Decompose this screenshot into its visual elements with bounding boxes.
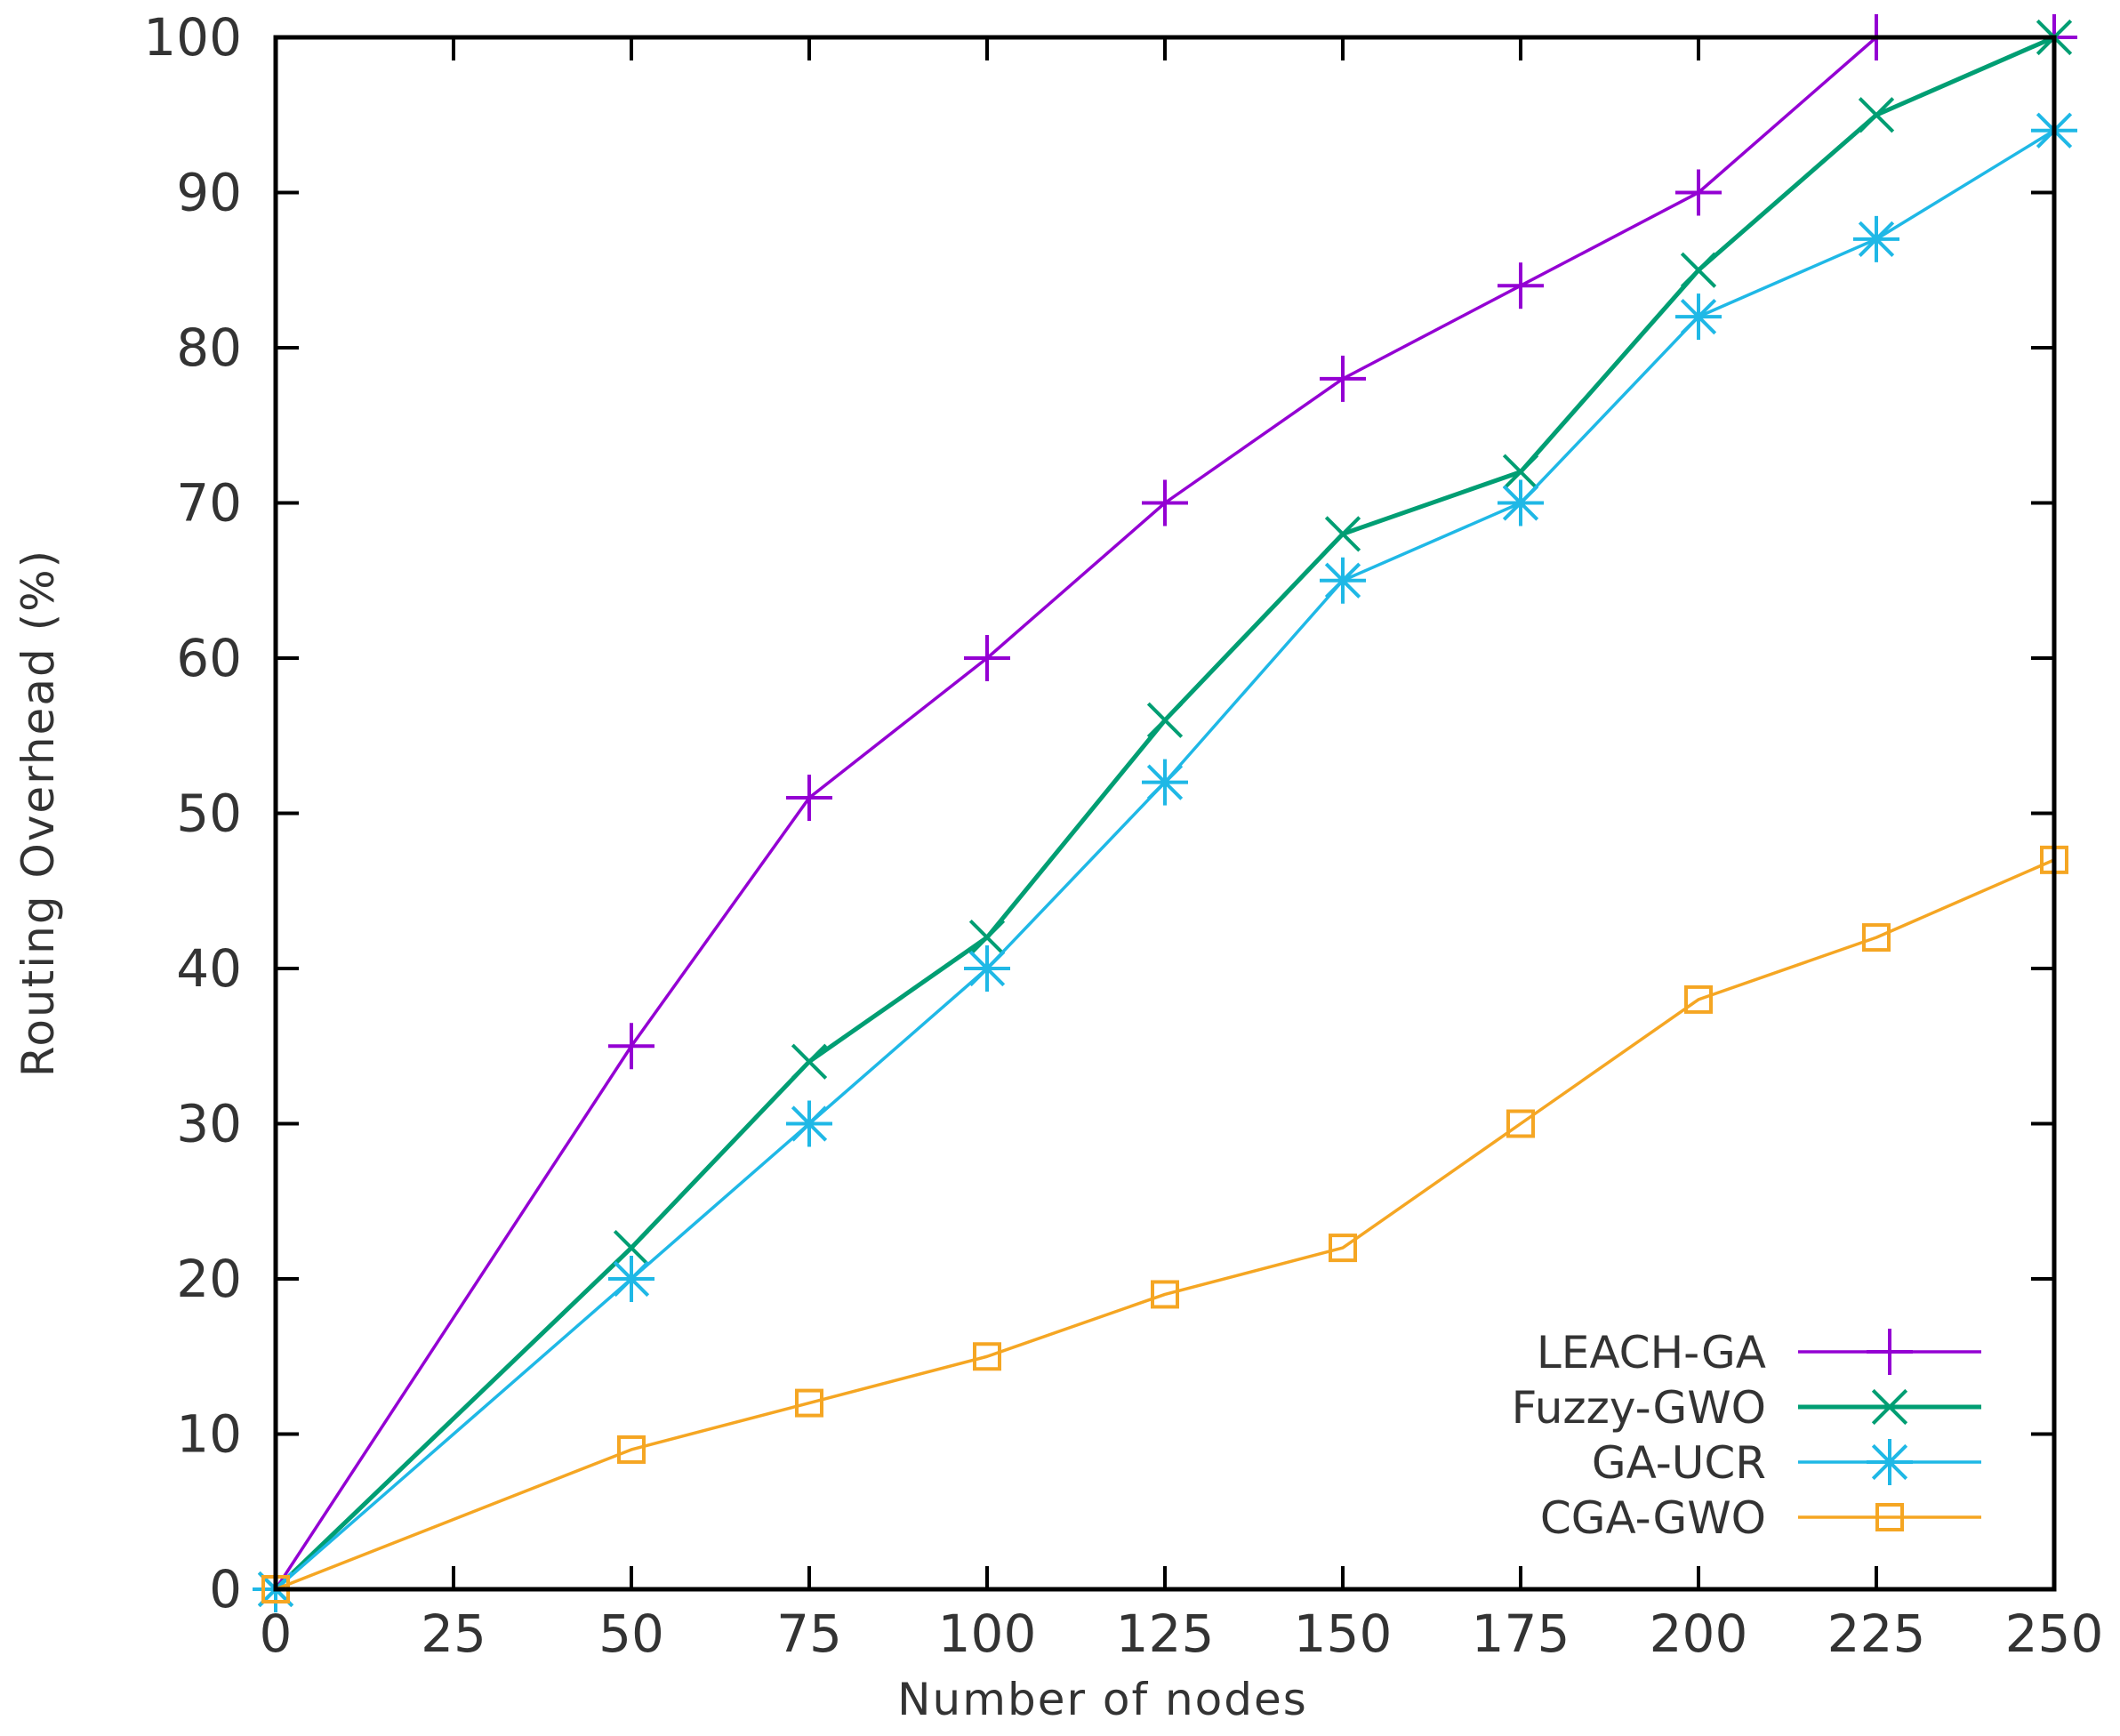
plot-frame xyxy=(273,35,2057,1592)
y-tick-label: 80 xyxy=(176,317,242,378)
x-tick-label: 250 xyxy=(2005,1603,2104,1664)
data-point xyxy=(1675,293,1722,341)
data-point xyxy=(1324,516,1361,552)
data-point xyxy=(1329,1234,1357,1263)
x-tick-label: 200 xyxy=(1650,1603,1748,1664)
series-cga-gwo xyxy=(261,845,2068,1603)
data-point xyxy=(1320,355,1366,402)
x-tick-label: 0 xyxy=(260,1603,293,1664)
data-point xyxy=(964,945,1010,992)
legend-label: CGA-GWO xyxy=(1540,1492,1766,1544)
x-tick-label: 150 xyxy=(1294,1603,1393,1664)
data-point xyxy=(1675,169,1722,216)
data-point xyxy=(1142,479,1188,526)
data-point xyxy=(1498,262,1544,309)
series-ga-ucr xyxy=(253,107,2077,1612)
data-point xyxy=(1142,759,1188,806)
data-point xyxy=(786,1100,832,1147)
data-point xyxy=(973,1342,1001,1371)
series-line xyxy=(274,36,2054,1590)
x-tick-label: 125 xyxy=(1116,1603,1215,1664)
x-tick-label: 75 xyxy=(776,1603,842,1664)
data-point xyxy=(608,1256,654,1302)
data-point xyxy=(613,1229,650,1266)
data-point xyxy=(1853,215,1899,262)
y-tick-label: 50 xyxy=(176,784,242,844)
x-axis-label: Number of nodes xyxy=(897,1674,1308,1725)
legend-item: CGA-GWO xyxy=(1540,1492,1981,1544)
legend-item: GA-UCR xyxy=(1592,1437,1981,1489)
y-tick-label: 30 xyxy=(176,1094,242,1154)
legend-item: LEACH-GA xyxy=(1537,1327,1981,1378)
data-point xyxy=(1498,479,1544,526)
y-tick-label: 10 xyxy=(176,1404,242,1465)
y-tick-label: 20 xyxy=(176,1249,242,1309)
data-point xyxy=(1862,923,1891,952)
data-point xyxy=(786,775,832,822)
data-point xyxy=(1506,1109,1535,1138)
legend-marker xyxy=(1875,1503,1904,1531)
y-tick-label: 70 xyxy=(176,473,242,534)
y-tick-label: 0 xyxy=(209,1559,242,1619)
series-line xyxy=(274,129,2055,1591)
y-axis-label: Routing Overhead (%) xyxy=(12,549,64,1077)
data-point xyxy=(1151,1280,1179,1309)
series-layer xyxy=(253,14,2077,1612)
legend-label: LEACH-GA xyxy=(1537,1327,1766,1378)
x-tick-label: 100 xyxy=(938,1603,1037,1664)
y-tick-label: 100 xyxy=(143,7,242,68)
axis-ticks: 0 25 50 75 100 125 150 175 200 225 250 0 10 20 30 40 50 6… xyxy=(143,7,2103,1664)
series-line xyxy=(275,858,2055,1591)
x-tick-label: 25 xyxy=(421,1603,486,1664)
x-tick-label: 50 xyxy=(598,1603,664,1664)
data-point xyxy=(1320,557,1366,604)
data-point xyxy=(791,1043,828,1080)
y-tick-label: 40 xyxy=(176,938,242,999)
legend-marker xyxy=(1867,1439,1913,1485)
legend-label: Fuzzy-GWO xyxy=(1512,1382,1766,1434)
series-line xyxy=(274,35,2055,1591)
data-point xyxy=(1680,252,1717,288)
legend-marker xyxy=(1867,1329,1913,1375)
legend-item: Fuzzy-GWO xyxy=(1512,1382,1981,1434)
x-tick-label: 225 xyxy=(1827,1603,1926,1664)
data-point xyxy=(968,919,1006,956)
data-point xyxy=(795,1388,823,1418)
data-point xyxy=(1684,985,1713,1014)
legend-marker xyxy=(1871,1388,1908,1426)
y-tick-label: 90 xyxy=(176,163,242,223)
series-fuzzy-gwo xyxy=(257,19,2073,1608)
data-point xyxy=(1858,97,1895,133)
legend-label: GA-UCR xyxy=(1592,1437,1766,1489)
data-point xyxy=(617,1435,646,1464)
x-tick-label: 175 xyxy=(1472,1603,1570,1664)
y-tick-label: 60 xyxy=(176,628,242,688)
data-point xyxy=(608,1023,654,1070)
data-point xyxy=(1146,702,1184,738)
data-point xyxy=(1502,454,1539,490)
data-point xyxy=(964,635,1010,681)
